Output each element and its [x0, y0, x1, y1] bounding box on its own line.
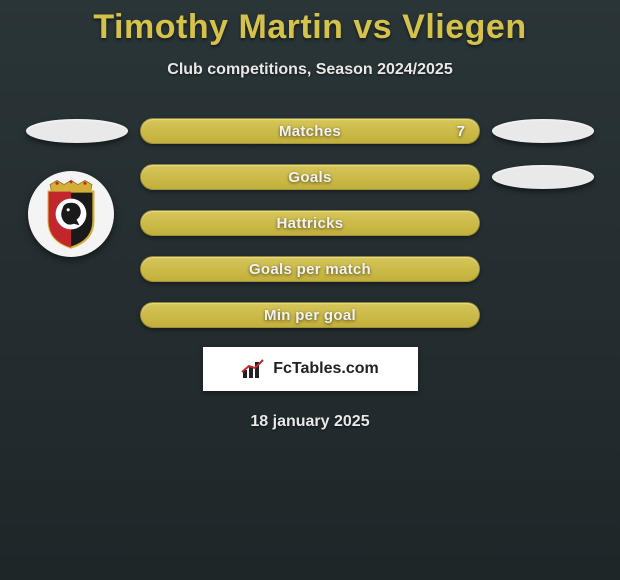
stat-bar: Min per goal	[140, 302, 480, 328]
right-value-oval	[492, 165, 594, 189]
brand-label: FcTables.com	[273, 360, 379, 378]
page-title: Timothy Martin vs Vliegen	[0, 0, 620, 47]
stat-row: Matches 7	[0, 117, 620, 145]
subtitle: Club competitions, Season 2024/2025	[0, 61, 620, 79]
stat-bar: Matches 7	[140, 118, 480, 144]
left-value-oval	[26, 119, 128, 143]
date-label: 18 january 2025	[0, 413, 620, 431]
stat-bar: Goals	[140, 164, 480, 190]
stat-bar: Hattricks	[140, 210, 480, 236]
stats-area: Matches 7 Goals Hattricks Goals per match Min…	[0, 117, 620, 329]
right-value-oval	[492, 119, 594, 143]
stat-label: Hattricks	[277, 215, 344, 232]
stat-bar: Goals per match	[140, 256, 480, 282]
stat-label: Min per goal	[264, 307, 356, 324]
stat-row: Goals per match	[0, 255, 620, 283]
stat-label: Goals per match	[249, 261, 371, 278]
bar-chart-icon	[241, 358, 267, 380]
brand-box: FcTables.com	[203, 347, 418, 391]
seraing-logo-icon	[36, 179, 106, 249]
stat-row: Min per goal	[0, 301, 620, 329]
club-logo-badge	[28, 171, 114, 257]
stat-label: Matches	[279, 123, 341, 140]
stat-right-value: 7	[457, 123, 465, 140]
stat-label: Goals	[288, 169, 331, 186]
